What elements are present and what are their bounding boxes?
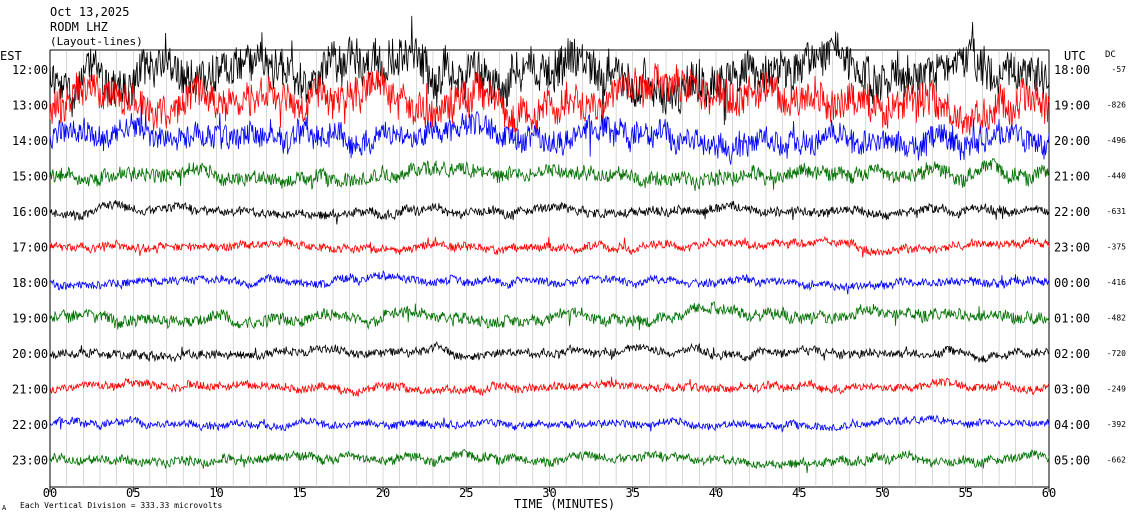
est-hour-label: 12:00: [12, 63, 48, 77]
trace-row: [49, 448, 1050, 474]
minute-gridlines: [66, 50, 1033, 487]
trace-row: [49, 301, 1050, 331]
trace-row: [49, 235, 1050, 258]
trace-row: [49, 376, 1050, 398]
est-hour-label: 23:00: [12, 454, 48, 468]
est-hour-label: 22:00: [12, 418, 48, 432]
est-hour-label: 13:00: [12, 99, 48, 113]
trace-row: [49, 157, 1050, 191]
dc-offset-value: -482: [1107, 314, 1126, 323]
utc-hour-label: 20:00: [1054, 134, 1090, 148]
dc-offset-value: -249: [1107, 385, 1126, 394]
hour-labels: 12:00 18:00 -57 13:00 19:00 -826 14:00 20:00 -49…: [12, 63, 1126, 468]
utc-hour-label: 21:00: [1054, 170, 1090, 184]
x-axis-ticks: 00 05 10 15 20 25 30 35 40 45 50 55 60: [43, 486, 1056, 500]
dc-offset-value: -416: [1107, 278, 1126, 287]
dc-offset-value: -496: [1107, 136, 1126, 145]
trace-row: [49, 200, 1050, 225]
x-tick-label: 20: [376, 486, 390, 500]
trace-row: [49, 270, 1050, 295]
utc-hour-label: 23:00: [1054, 241, 1090, 255]
x-axis-label: TIME (MINUTES): [514, 497, 615, 511]
right-axis-title: UTC: [1064, 49, 1086, 63]
dc-offset-value: -440: [1107, 172, 1126, 181]
utc-hour-label: 19:00: [1054, 99, 1090, 113]
x-tick-label: 40: [709, 486, 723, 500]
chart-date: Oct 13,2025: [50, 5, 129, 19]
dc-offset-value: -720: [1107, 349, 1126, 358]
utc-hour-label: 03:00: [1054, 383, 1090, 397]
dc-offset-value: -57: [1112, 65, 1127, 74]
left-axis-title: EST: [0, 49, 22, 63]
est-hour-label: 19:00: [12, 312, 48, 326]
dc-offset-value: -392: [1107, 420, 1126, 429]
est-hour-label: 18:00: [12, 276, 48, 290]
utc-hour-label: 22:00: [1054, 205, 1090, 219]
x-tick-label: 45: [792, 486, 806, 500]
trace-row: [49, 414, 1050, 433]
scale-note: Each Vertical Division = 333.33 microvol…: [20, 501, 222, 510]
x-tick-label: 35: [626, 486, 640, 500]
network-note: (Layout-lines): [50, 35, 143, 48]
x-tick-label: 25: [459, 486, 473, 500]
x-tick-label: 50: [875, 486, 889, 500]
dc-offset-value: -662: [1107, 456, 1126, 465]
x-tick-label: 60: [1042, 486, 1056, 500]
trace-row: [49, 105, 1050, 165]
dc-offset-value: -375: [1107, 243, 1126, 252]
corner-mark: A: [2, 504, 7, 512]
x-tick-label: 05: [126, 486, 140, 500]
x-tick-label: 10: [209, 486, 223, 500]
est-hour-label: 20:00: [12, 347, 48, 361]
dc-offset-value: -826: [1107, 101, 1126, 110]
seismic-traces: [49, 15, 1050, 474]
utc-hour-label: 05:00: [1054, 454, 1090, 468]
est-hour-label: 17:00: [12, 241, 48, 255]
trace-row: [49, 341, 1050, 364]
dc-offset-value: -631: [1107, 207, 1126, 216]
utc-hour-label: 00:00: [1054, 276, 1090, 290]
est-hour-label: 21:00: [12, 383, 48, 397]
x-tick-label: 55: [959, 486, 973, 500]
dc-column-title: DC: [1105, 50, 1116, 60]
est-hour-label: 16:00: [12, 205, 48, 219]
trace-row: [49, 15, 1050, 131]
x-tick-label: 15: [293, 486, 307, 500]
trace-row: [49, 63, 1050, 136]
x-tick-label: 00: [43, 486, 57, 500]
station-code: RODM LHZ: [50, 20, 108, 34]
x-tick-label: 30: [542, 486, 556, 500]
est-hour-label: 14:00: [12, 134, 48, 148]
utc-hour-label: 02:00: [1054, 347, 1090, 361]
utc-hour-label: 18:00: [1054, 63, 1090, 77]
utc-hour-label: 04:00: [1054, 418, 1090, 432]
utc-hour-label: 01:00: [1054, 312, 1090, 326]
est-hour-label: 15:00: [12, 170, 48, 184]
